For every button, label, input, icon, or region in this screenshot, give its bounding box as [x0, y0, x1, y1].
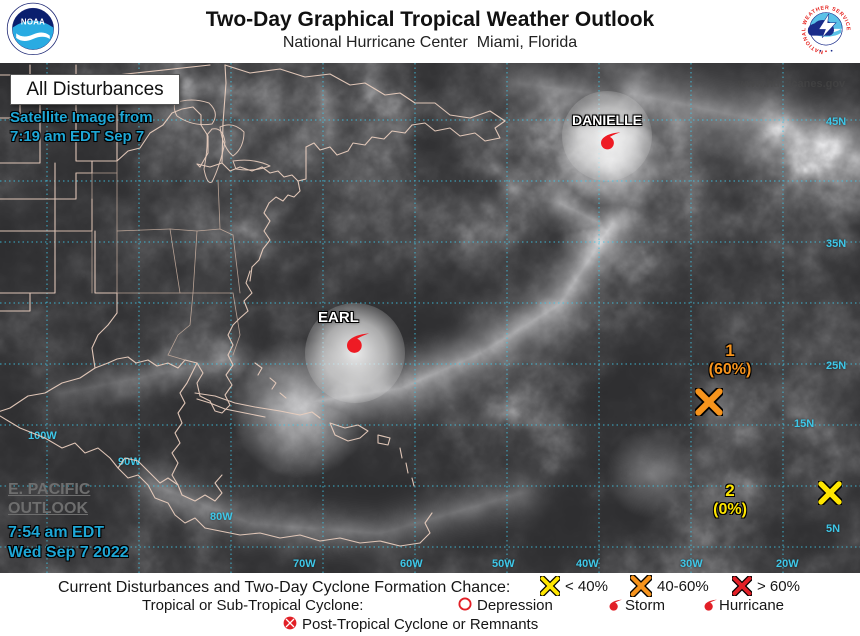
- svg-text:NOAA: NOAA: [21, 17, 45, 26]
